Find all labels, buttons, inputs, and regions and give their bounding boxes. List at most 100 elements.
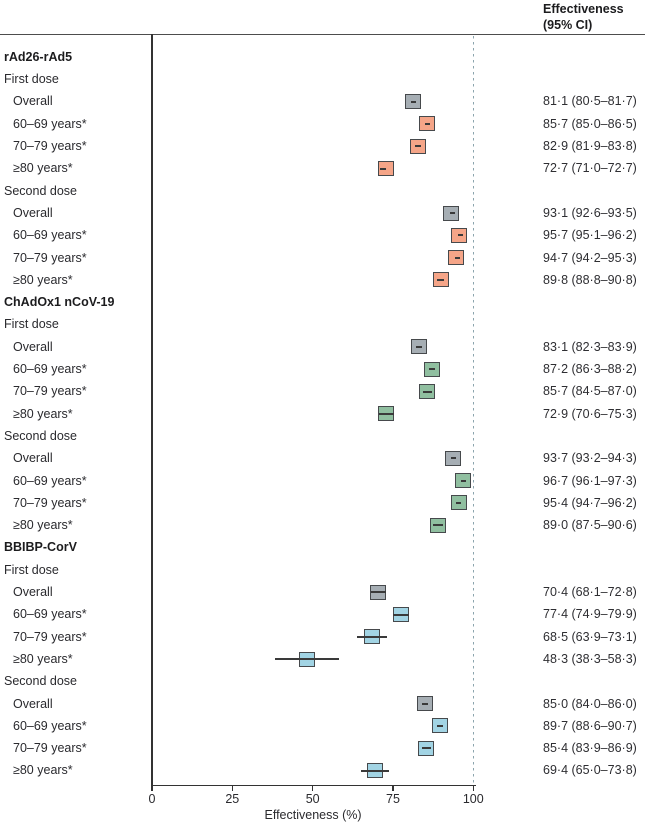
x-axis-title: Effectiveness (%) (264, 808, 362, 822)
effectiveness-value: 96·7 (96·1–97·3) (543, 473, 637, 488)
ci-line (360, 769, 390, 772)
x-axis-tick-label: 75 (386, 792, 400, 806)
forest-row: Second dose (0, 180, 645, 202)
effectiveness-value: 89·0 (87·5–90·6) (543, 518, 637, 533)
effectiveness-value: 69·4 (65·0–73·8) (543, 763, 637, 778)
effectiveness-value: 89·8 (88·8–90·8) (543, 272, 637, 287)
row-label: Overall (13, 205, 53, 220)
column-header-line1: Effectiveness (543, 2, 624, 16)
forest-row: Overall 70·4 (68·1–72·8) (0, 581, 645, 603)
ci-line (380, 167, 386, 170)
ci-line (437, 279, 444, 282)
row-label: Overall (13, 451, 53, 466)
forest-row: 70–79 years* 94·7 (94·2–95·3) (0, 247, 645, 269)
x-axis-tick-label: 100 (462, 792, 484, 806)
row-label: 70–79 years* (13, 495, 87, 510)
forest-row: ≥80 years* 89·0 (87·5–90·6) (0, 514, 645, 536)
effectiveness-value: 72·9 (70·6–75·3) (543, 406, 637, 421)
row-label: First dose (4, 562, 59, 577)
forest-row: 60–69 years* 85·7 (85·0–86·5) (0, 113, 645, 135)
forest-row: ≥80 years* 89·8 (88·8–90·8) (0, 269, 645, 291)
forest-row: Second dose (0, 670, 645, 692)
ci-line (378, 412, 394, 415)
x-axis-tick (312, 785, 314, 791)
row-label: 70–79 years* (13, 629, 87, 644)
effectiveness-value: 85·0 (84·0–86·0) (543, 696, 637, 711)
ci-line (449, 212, 455, 215)
forest-row: First dose (0, 68, 645, 90)
row-label: Overall (13, 585, 53, 600)
row-label: 70–79 years* (13, 384, 87, 399)
forest-row: 60–69 years* 96·7 (96·1–97·3) (0, 470, 645, 492)
forest-row: 60–69 years* 87·2 (86·3–88·2) (0, 358, 645, 380)
column-header-line2: (95% CI) (543, 17, 593, 32)
row-label: BBIBP-CorV (4, 540, 77, 555)
ci-line (436, 725, 444, 728)
ci-line (456, 502, 462, 505)
x-axis-tick (472, 785, 474, 791)
effectiveness-value: 77·4 (74·9–79·9) (543, 607, 637, 622)
row-label: Second dose (4, 428, 77, 443)
row-label: ChAdOx1 nCoV-19 (4, 295, 115, 310)
forest-row: ≥80 years* 72·9 (70·6–75·3) (0, 403, 645, 425)
effectiveness-value: 85·7 (84·5–87·0) (543, 384, 637, 399)
forest-row: Overall 93·7 (93·2–94·3) (0, 447, 645, 469)
forest-row: 70–79 years* 68·5 (63·9–73·1) (0, 626, 645, 648)
reference-line-100 (472, 36, 475, 784)
ci-line (451, 457, 457, 460)
row-label: First dose (4, 72, 59, 87)
row-label: Overall (13, 94, 53, 109)
effectiveness-value: 85·4 (83·9–86·9) (543, 741, 637, 756)
row-label: Overall (13, 696, 53, 711)
effectiveness-value: 94·7 (94·2–95·3) (543, 250, 637, 265)
row-label: 60–69 years* (13, 228, 87, 243)
ci-line (421, 747, 432, 750)
effectiveness-value: 70·4 (68·1–72·8) (543, 585, 637, 600)
row-label: Second dose (4, 674, 77, 689)
forest-row: First dose (0, 559, 645, 581)
row-label: First dose (4, 317, 59, 332)
forest-row: ≥80 years* 69·4 (65·0–73·8) (0, 759, 645, 781)
ci-line (433, 524, 444, 527)
effectiveness-value: 83·1 (82·3–83·9) (543, 339, 637, 354)
forest-row: 70–79 years* 95·4 (94·7–96·2) (0, 492, 645, 514)
x-axis-tick-label: 25 (225, 792, 240, 806)
forest-row: 70–79 years* 82·9 (81·9–83·8) (0, 135, 645, 157)
effectiveness-value: 72·7 (71·0–72·7) (543, 161, 637, 176)
row-label: 70–79 years* (13, 250, 87, 265)
forest-row: First dose (0, 313, 645, 335)
row-label: 70–79 years* (13, 741, 87, 756)
row-label: 60–69 years* (13, 362, 87, 377)
header-rule (0, 33, 645, 36)
x-axis-tick-label: 0 (148, 792, 156, 806)
effectiveness-value: 93·1 (92·6–93·5) (543, 205, 637, 220)
effectiveness-value: 95·4 (94·7–96·2) (543, 495, 637, 510)
row-label: Second dose (4, 183, 77, 198)
ci-line (460, 479, 466, 482)
forest-row: Overall 81·1 (80·5–81·7) (0, 90, 645, 112)
row-label: ≥80 years* (13, 651, 73, 666)
ci-line (429, 368, 436, 371)
row-label: rAd26-rAd5 (4, 49, 73, 64)
ci-line (370, 591, 386, 594)
ci-line (421, 702, 429, 705)
x-axis-tick (392, 785, 394, 791)
x-axis-line (151, 784, 477, 786)
effectiveness-value: 81·1 (80·5–81·7) (543, 94, 637, 109)
forest-row: 70–79 years* 85·7 (84·5–87·0) (0, 380, 645, 402)
row-label: ≥80 years* (13, 518, 73, 533)
row-label: 70–79 years* (13, 139, 87, 154)
ci-line (457, 234, 463, 237)
forest-row: Second dose (0, 425, 645, 447)
ci-line (454, 256, 460, 259)
forest-row: 60–69 years* 89·7 (88·6–90·7) (0, 715, 645, 737)
x-axis-tick (151, 785, 153, 791)
ci-line (425, 122, 431, 125)
ci-line (415, 145, 422, 148)
effectiveness-value: 48·3 (38·3–58·3) (543, 651, 637, 666)
effectiveness-value: 95·7 (95·1–96·2) (543, 228, 637, 243)
forest-row: Overall 83·1 (82·3–83·9) (0, 336, 645, 358)
x-axis-tick (231, 785, 234, 791)
ci-line (357, 635, 387, 638)
